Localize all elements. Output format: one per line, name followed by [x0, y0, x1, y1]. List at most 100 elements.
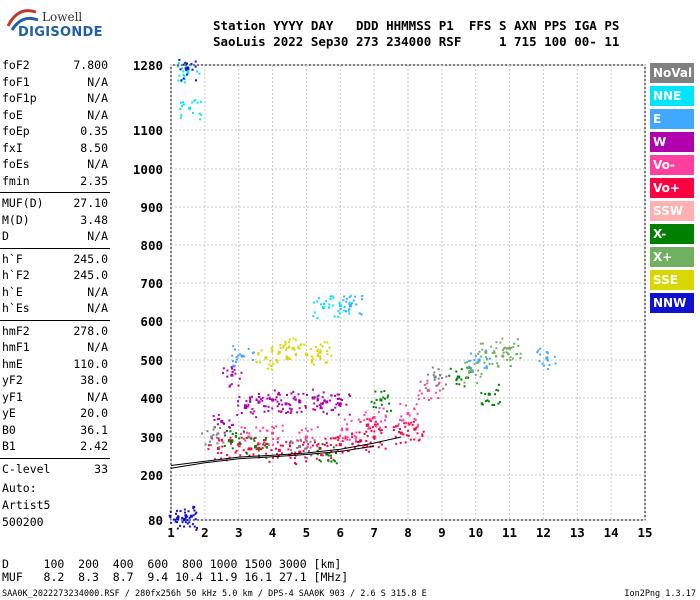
echo-point — [398, 428, 401, 431]
echo-point — [201, 432, 204, 435]
y-tick-label: 500 — [140, 353, 163, 368]
echo-point — [413, 407, 416, 410]
echo-point — [355, 303, 358, 306]
echo-point — [232, 360, 235, 363]
echo-point — [427, 373, 430, 376]
echo-point — [348, 413, 351, 416]
echo-point — [333, 315, 336, 318]
echo-point — [374, 425, 377, 428]
echo-point — [253, 437, 256, 440]
echo-point — [392, 428, 395, 431]
echo-point — [244, 439, 247, 442]
echo-point — [277, 353, 280, 356]
echo-point — [265, 452, 268, 455]
echo-point — [373, 437, 376, 440]
echo-point — [298, 407, 301, 410]
param-name: fxI — [2, 140, 23, 155]
echo-point — [245, 452, 248, 455]
param-value: 36.1 — [80, 422, 108, 437]
echo-point — [305, 456, 308, 459]
echo-point — [358, 440, 361, 443]
echo-point — [212, 415, 215, 418]
echo-point — [369, 441, 372, 444]
echo-point — [226, 369, 229, 372]
echo-point — [470, 352, 473, 355]
echo-point — [512, 346, 515, 349]
echo-point — [231, 432, 234, 435]
echo-point — [264, 356, 268, 360]
y-tick-label: 600 — [140, 314, 163, 329]
echo-point — [277, 454, 280, 457]
echo-point — [296, 411, 299, 414]
echo-point — [438, 382, 441, 385]
echo-point — [313, 402, 316, 405]
echo-point — [226, 429, 229, 432]
param-name: D — [2, 229, 9, 243]
echo-point — [183, 78, 186, 81]
echo-point — [277, 391, 280, 394]
echo-point — [304, 404, 307, 407]
echo-point — [383, 390, 386, 393]
echo-point — [302, 392, 305, 395]
param-name: h`F2 — [2, 268, 30, 282]
echo-point — [485, 365, 488, 368]
echo-point — [306, 354, 309, 357]
echo-point — [289, 445, 292, 448]
echo-point — [334, 406, 337, 409]
echo-point — [346, 423, 349, 426]
echo-point — [433, 371, 436, 374]
echo-point — [240, 436, 243, 439]
echo-point — [319, 446, 322, 449]
echo-point — [297, 345, 300, 348]
echo-point — [230, 383, 233, 386]
echo-point — [553, 355, 556, 358]
echo-point — [237, 384, 240, 387]
param-value: N/A — [87, 107, 108, 122]
echo-point — [488, 363, 491, 366]
echo-point — [231, 370, 234, 373]
echo-point — [279, 346, 282, 349]
autoscaling-info: Auto: Artist5 500200 — [2, 480, 50, 531]
y-tick-label: 900 — [140, 200, 163, 215]
echo-point — [231, 354, 234, 357]
echo-point — [542, 364, 545, 367]
echo-point — [367, 423, 370, 426]
echo-point — [174, 520, 177, 523]
echo-point — [271, 407, 274, 410]
echo-point — [300, 410, 303, 413]
echo-point — [341, 398, 344, 401]
echo-point — [538, 360, 541, 363]
echo-point — [268, 396, 271, 399]
echo-point — [449, 367, 452, 370]
echo-point — [263, 444, 266, 447]
echo-point — [305, 460, 308, 463]
param-value: N/A — [87, 284, 108, 299]
param-value: 0.35 — [80, 124, 108, 138]
echo-point — [238, 437, 241, 440]
param-row: h`E N/A — [0, 285, 110, 302]
y-tick-label: 1280 — [133, 58, 163, 73]
echo-point — [267, 405, 270, 408]
echo-point — [275, 359, 278, 362]
echo-point — [399, 441, 402, 444]
echo-point — [292, 337, 295, 340]
echo-point — [339, 434, 342, 437]
echo-point — [248, 454, 251, 457]
echo-point — [286, 411, 289, 414]
legend-item-x: X+ — [650, 247, 694, 267]
echo-point — [270, 449, 273, 452]
echo-point — [394, 425, 397, 428]
echo-point — [495, 347, 498, 350]
logo-text-digisonde: DIGISONDE — [18, 25, 103, 40]
echo-point — [230, 439, 233, 442]
echo-point — [406, 412, 410, 416]
echo-point — [182, 70, 185, 73]
echo-point — [423, 383, 426, 386]
echo-point — [306, 430, 309, 433]
echo-point — [541, 362, 544, 365]
echo-point — [168, 514, 171, 517]
echo-point — [476, 362, 479, 365]
echo-point — [228, 419, 231, 422]
echo-point — [325, 350, 328, 353]
echo-point — [294, 338, 297, 341]
